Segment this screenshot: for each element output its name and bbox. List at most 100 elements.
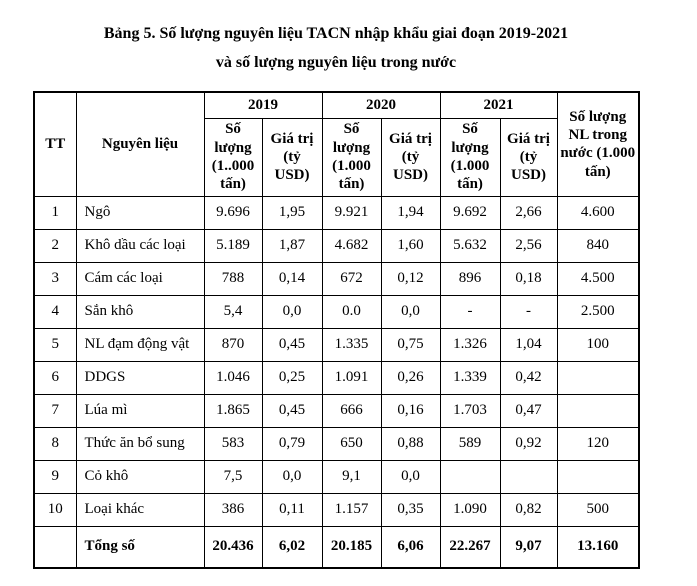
- cell-domestic: 100: [556, 327, 640, 362]
- cell-qty-2020: 1.335: [321, 327, 382, 362]
- cell-value-2020: 0,12: [380, 261, 441, 296]
- cell-qty-2021: 5.632: [439, 228, 501, 263]
- cell-value-2021: 2,66: [499, 195, 558, 230]
- cell-material: Cám các loại: [75, 261, 205, 296]
- cell-value-2019: 0,11: [261, 492, 323, 527]
- cell-qty-2019: 1.046: [203, 360, 263, 395]
- cell-value-2021: [499, 459, 558, 494]
- header-qty-2020: Số lượng (1.000 tấn): [321, 117, 382, 197]
- header-year-2021: 2021: [439, 91, 558, 119]
- cell-qty-2019: 20.436: [203, 525, 263, 569]
- cell-qty-2019: 1.865: [203, 393, 263, 428]
- cell-qty-2021: 1.090: [439, 492, 501, 527]
- header-sub-row: Số lượng (1..000 tấn) Giá trị (tỷ USD) S…: [34, 117, 639, 197]
- header-tt: TT: [33, 91, 77, 197]
- cell-qty-2021: 1.326: [439, 327, 501, 362]
- cell-qty-2021: 896: [439, 261, 501, 296]
- cell-material: DDGS: [75, 360, 205, 395]
- table-row: 1 Ngô 9.696 1,95 9.921 1,94 9.692 2,66 4.600: [33, 195, 640, 230]
- cell-tt: 4: [33, 294, 77, 329]
- cell-domestic: [556, 459, 640, 494]
- cell-qty-2021: 9.692: [439, 195, 501, 230]
- cell-value-2019: 0,25: [261, 360, 323, 395]
- cell-value-2019: 0,45: [261, 327, 323, 362]
- cell-qty-2019: 5,4: [203, 294, 263, 329]
- header-qty-2021: Số lượng (1.000 tấn): [439, 117, 501, 197]
- cell-tt: 7: [33, 393, 77, 428]
- cell-material: Khô dầu các loại: [75, 228, 205, 263]
- cell-domestic: 4.600: [556, 195, 640, 230]
- cell-material: Cỏ khô: [75, 459, 205, 494]
- table-caption-line1: Bảng 5. Số lượng nguyên liệu TACN nhập k…: [103, 25, 569, 42]
- cell-tt: 9: [33, 459, 77, 494]
- cell-value-2019: 0,0: [261, 294, 323, 329]
- cell-material: Loại khác: [75, 492, 205, 527]
- cell-material: Thức ăn bổ sung: [75, 426, 205, 461]
- cell-qty-2021: 589: [439, 426, 501, 461]
- cell-qty-2019: 788: [203, 261, 263, 296]
- cell-qty-2019: 386: [203, 492, 263, 527]
- cell-qty-2020: 672: [321, 261, 382, 296]
- table-row: 8 Thức ăn bổ sung 583 0,79 650 0,88 589 0,92 120: [33, 426, 640, 461]
- cell-value-2020: 0,26: [380, 360, 441, 395]
- cell-material: NL đạm động vật: [75, 327, 205, 362]
- cell-qty-2020: 1.091: [321, 360, 382, 395]
- header-value-2019: Giá trị (tỷ USD): [261, 117, 323, 197]
- cell-tt: 10: [33, 492, 77, 527]
- cell-domestic: 500: [556, 492, 640, 527]
- cell-value-2021: 9,07: [499, 525, 558, 569]
- table-row: 9 Cỏ khô 7,5 0,0 9,1 0,0: [33, 459, 640, 494]
- table-body: 1 Ngô 9.696 1,95 9.921 1,94 9.692 2,66 4.600 2 Khô…: [33, 195, 640, 569]
- cell-qty-2020: 666: [321, 393, 382, 428]
- cell-qty-2019: 7,5: [203, 459, 263, 494]
- cell-qty-2020: 650: [321, 426, 382, 461]
- table-caption-line2: và số lượng nguyên liệu trong nước: [215, 54, 457, 71]
- cell-value-2020: 1,60: [380, 228, 441, 263]
- header-year-2020: 2020: [321, 91, 441, 119]
- cell-qty-2020: 9,1: [321, 459, 382, 494]
- cell-value-2019: 1,87: [261, 228, 323, 263]
- cell-qty-2021: 1.703: [439, 393, 501, 428]
- cell-value-2020: 0,75: [380, 327, 441, 362]
- cell-value-2020: 1,94: [380, 195, 441, 230]
- cell-tt: 3: [33, 261, 77, 296]
- cell-tt: [33, 525, 77, 569]
- cell-material: Tổng số: [75, 525, 205, 569]
- cell-qty-2021: -: [439, 294, 501, 329]
- cell-domestic: 2.500: [556, 294, 640, 329]
- cell-qty-2019: 5.189: [203, 228, 263, 263]
- header-material: Nguyên liệu: [75, 91, 205, 197]
- cell-value-2019: 6,02: [261, 525, 323, 569]
- cell-qty-2021: 22.267: [439, 525, 501, 569]
- table-row: 5 NL đạm động vật 870 0,45 1.335 0,75 1.326 1,0…: [33, 327, 640, 362]
- table-row: 2 Khô dầu các loại 5.189 1,87 4.682 1,60 5.632…: [33, 228, 640, 263]
- total-row: Tổng số 20.436 6,02 20.185 6,06 22.267 9,07 13.…: [33, 525, 640, 569]
- cell-value-2019: 0,79: [261, 426, 323, 461]
- cell-value-2021: 0,47: [499, 393, 558, 428]
- cell-value-2021: 0,42: [499, 360, 558, 395]
- cell-value-2021: 1,04: [499, 327, 558, 362]
- cell-qty-2021: 1.339: [439, 360, 501, 395]
- cell-value-2021: 0,18: [499, 261, 558, 296]
- cell-value-2020: 0,88: [380, 426, 441, 461]
- table-row: 3 Cám các loại 788 0,14 672 0,12 896 0,18 4.500: [33, 261, 640, 296]
- cell-tt: 6: [33, 360, 77, 395]
- cell-material: Lúa mì: [75, 393, 205, 428]
- cell-value-2021: 0,82: [499, 492, 558, 527]
- cell-value-2019: 1,95: [261, 195, 323, 230]
- cell-value-2020: 0,0: [380, 294, 441, 329]
- cell-tt: 5: [33, 327, 77, 362]
- cell-tt: 1: [33, 195, 77, 230]
- cell-qty-2020: 1.157: [321, 492, 382, 527]
- table-row: 7 Lúa mì 1.865 0,45 666 0,16 1.703 0,47: [33, 393, 640, 428]
- header-value-2021: Giá trị (tỷ USD): [499, 117, 558, 197]
- table-caption: Bảng 5. Số lượng nguyên liệu TACN nhập k…: [30, 19, 642, 77]
- cell-qty-2019: 9.696: [203, 195, 263, 230]
- cell-domestic: 840: [556, 228, 640, 263]
- cell-domestic: 13.160: [556, 525, 640, 569]
- table-row: 4 Sắn khô 5,4 0,0 0.0 0,0- -2.500: [33, 294, 640, 329]
- cell-qty-2020: 0.0: [321, 294, 382, 329]
- table-row: 6 DDGS 1.046 0,25 1.091 0,26 1.339 0,42: [33, 360, 640, 395]
- cell-value-2021: -: [499, 294, 558, 329]
- cell-domestic: 120: [556, 426, 640, 461]
